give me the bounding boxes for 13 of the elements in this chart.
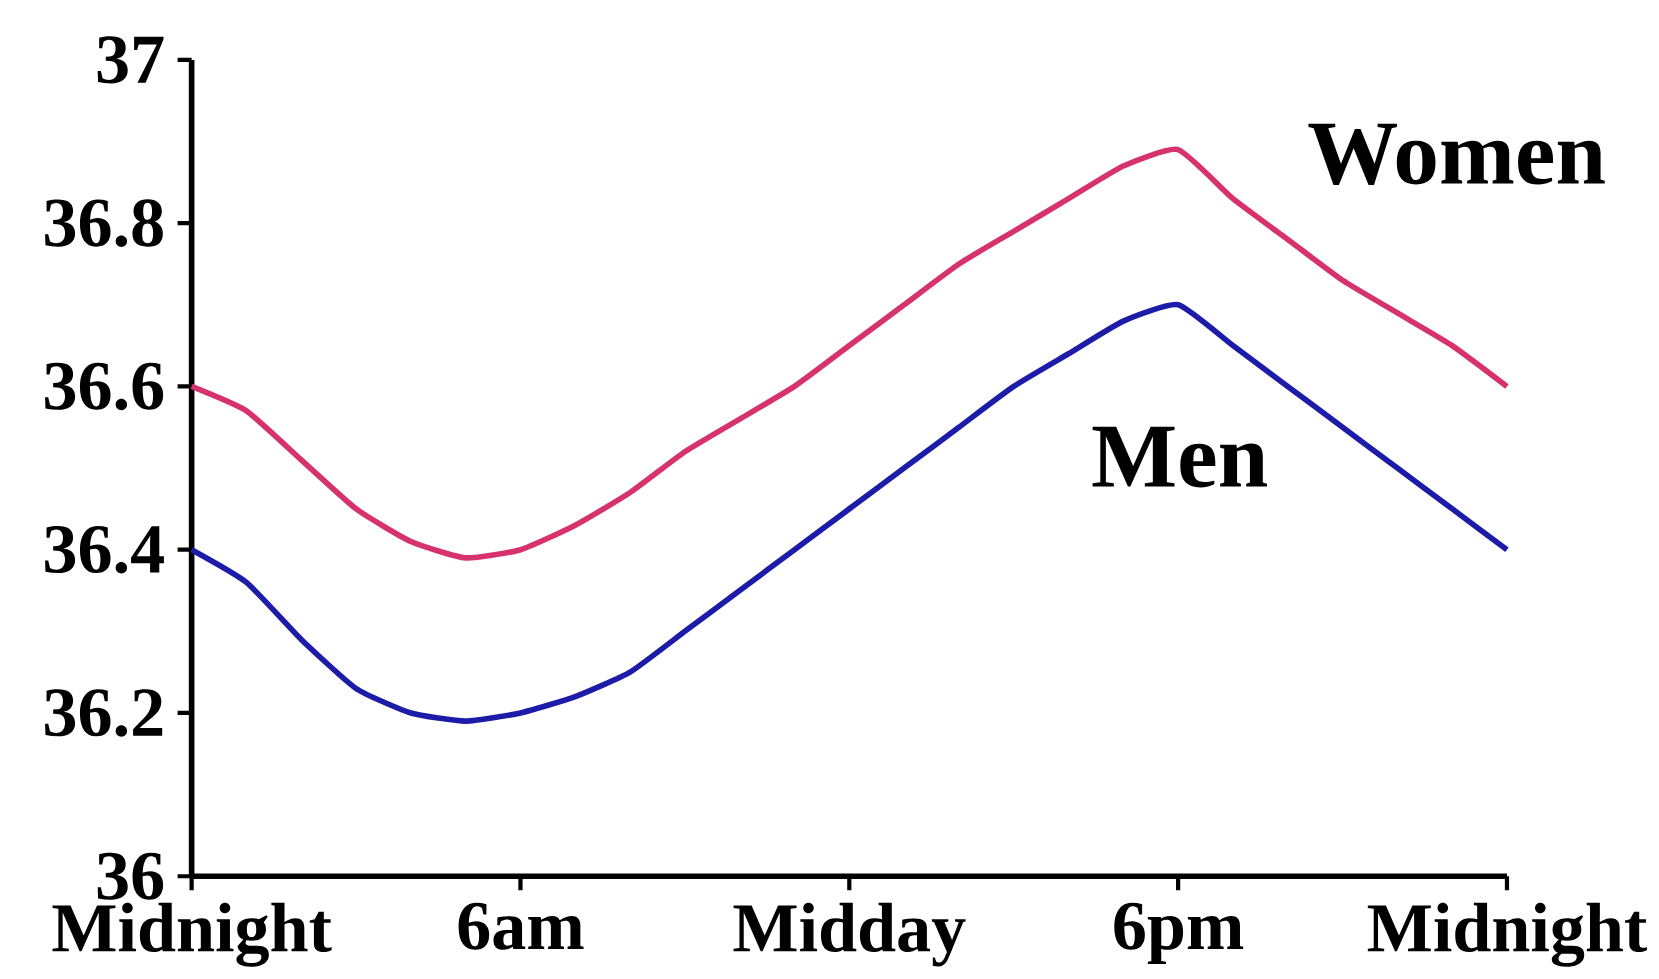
y-tick-label: 36.8 (45, 199, 163, 248)
x-tick-label: Midnight (52, 902, 332, 968)
y-tick-label: 36.6 (45, 362, 164, 411)
x-tick-label: Midnight (1367, 902, 1647, 968)
x-tick-label: 6am (458, 902, 584, 951)
y-tick-label: 36.4 (45, 526, 164, 574)
x-tick-label: 6pm (1114, 902, 1244, 965)
series-label: Men (1092, 427, 1267, 488)
series-label: Women (1308, 124, 1605, 186)
y-tick-label: 37 (97, 36, 164, 84)
x-tick-label: Midday (733, 902, 966, 967)
y-tick-label: 36.2 (45, 689, 163, 737)
y-tick-label: 36 (97, 852, 164, 901)
